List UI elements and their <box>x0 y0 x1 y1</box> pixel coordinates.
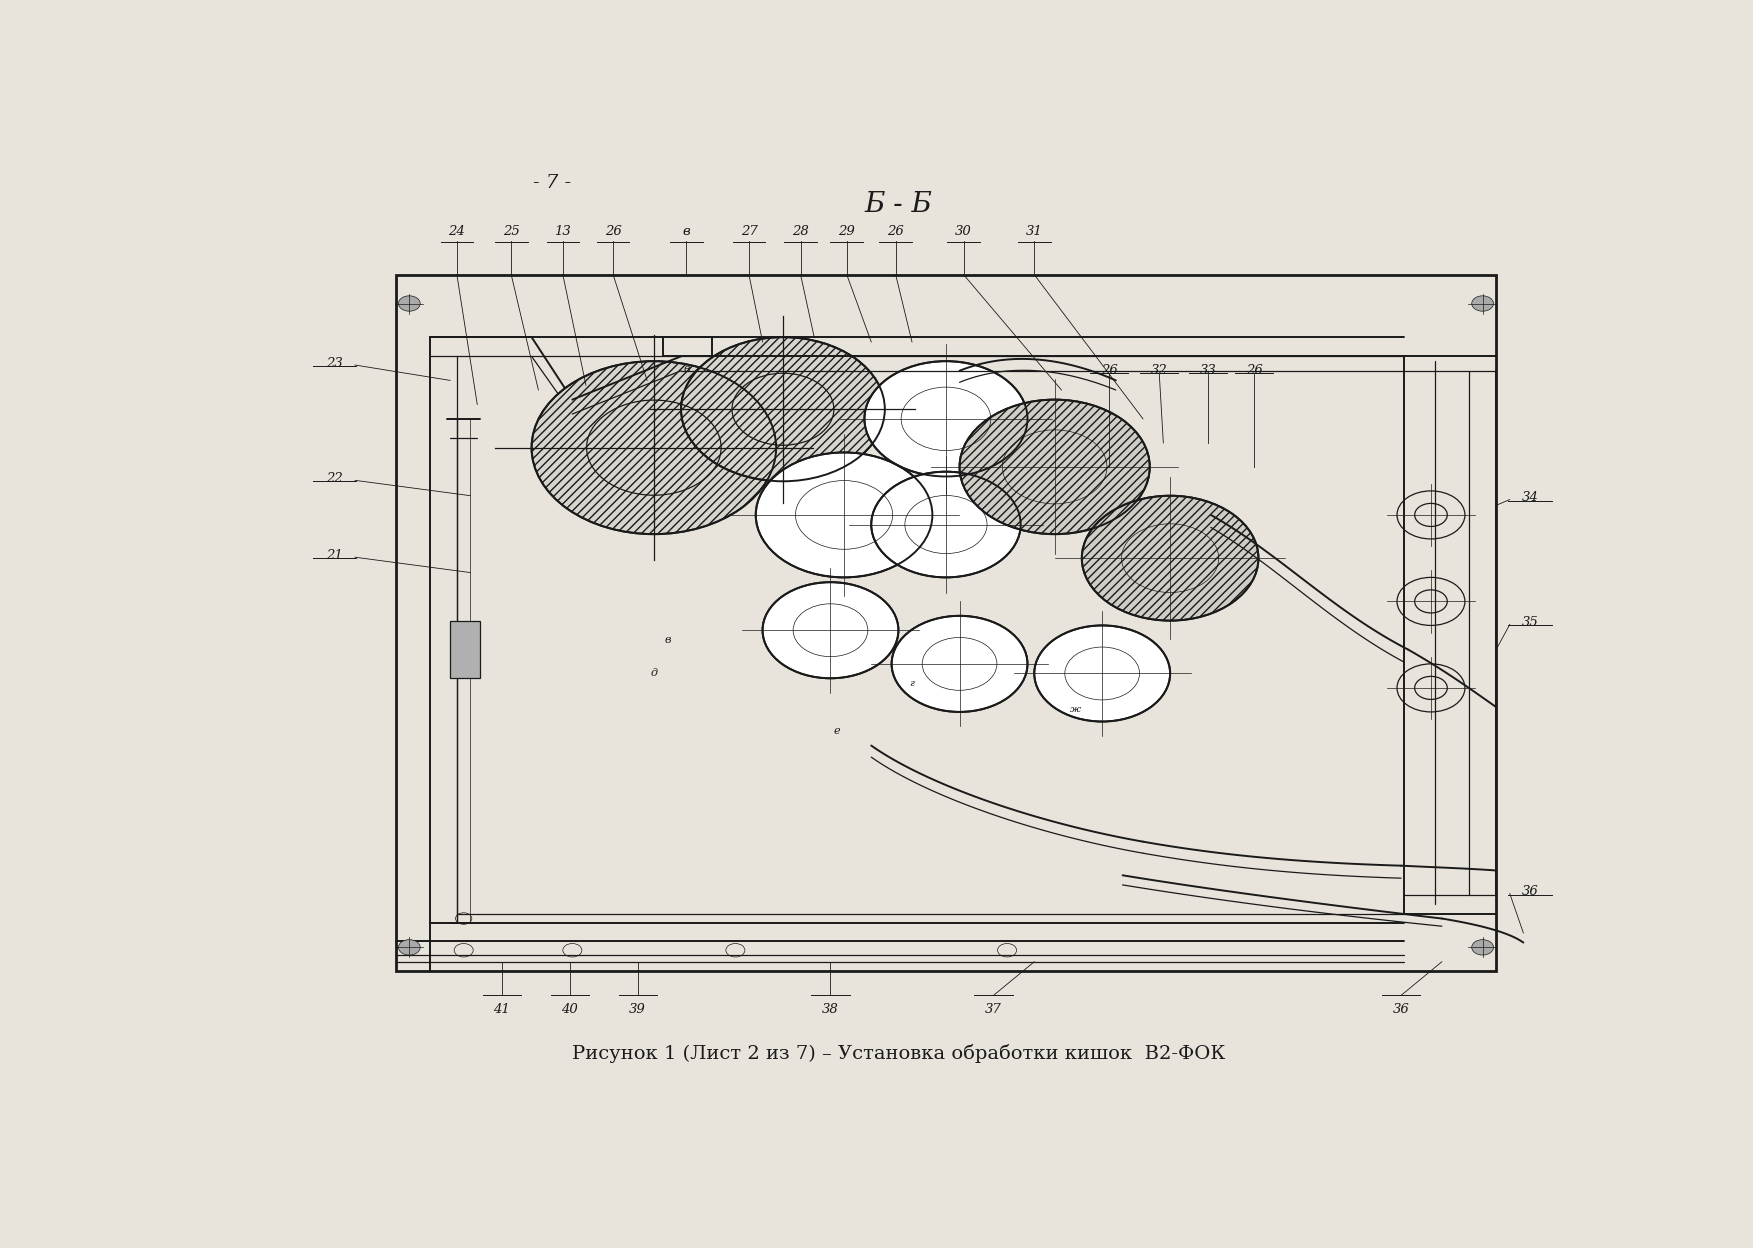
Circle shape <box>892 615 1027 711</box>
Text: 36: 36 <box>1392 1003 1409 1016</box>
Text: в: в <box>664 635 671 645</box>
Bar <box>451 620 480 679</box>
Text: 21: 21 <box>326 549 344 562</box>
Circle shape <box>680 337 885 482</box>
Circle shape <box>531 361 777 534</box>
Text: 32: 32 <box>1152 364 1167 377</box>
Circle shape <box>1034 625 1171 721</box>
Circle shape <box>398 940 421 955</box>
Text: 25: 25 <box>503 225 519 238</box>
Text: в: в <box>684 364 689 374</box>
Text: г: г <box>910 679 915 688</box>
Text: 26: 26 <box>887 225 905 238</box>
Text: 13: 13 <box>554 225 571 238</box>
Text: 30: 30 <box>955 225 971 238</box>
Text: 35: 35 <box>1522 617 1539 629</box>
Circle shape <box>1082 495 1259 620</box>
Text: ж: ж <box>1069 705 1080 714</box>
Text: 28: 28 <box>792 225 808 238</box>
Text: 39: 39 <box>629 1003 645 1016</box>
Circle shape <box>1473 940 1494 955</box>
Text: - 7 -: - 7 - <box>533 175 571 192</box>
Text: 26: 26 <box>1246 364 1262 377</box>
Circle shape <box>959 399 1150 534</box>
Text: 27: 27 <box>740 225 757 238</box>
Text: 29: 29 <box>838 225 855 238</box>
Circle shape <box>398 296 421 311</box>
Text: Рисунок 1 (Лист 2 из 7) – Установка обработки кишок  В2-ФОК: Рисунок 1 (Лист 2 из 7) – Установка обра… <box>571 1043 1225 1062</box>
Text: 24: 24 <box>449 225 465 238</box>
Text: 38: 38 <box>822 1003 840 1016</box>
Text: 40: 40 <box>561 1003 578 1016</box>
Text: д: д <box>650 669 657 679</box>
Text: е: е <box>834 726 841 736</box>
Text: 37: 37 <box>985 1003 1003 1016</box>
Text: 41: 41 <box>493 1003 510 1016</box>
Text: 26: 26 <box>1101 364 1117 377</box>
Text: 33: 33 <box>1199 364 1217 377</box>
Circle shape <box>864 361 1027 477</box>
Circle shape <box>763 582 898 679</box>
Text: 31: 31 <box>1026 225 1043 238</box>
Text: 26: 26 <box>605 225 622 238</box>
Circle shape <box>756 453 933 578</box>
Circle shape <box>1473 296 1494 311</box>
Text: в: в <box>682 225 691 238</box>
Text: 36: 36 <box>1522 885 1539 899</box>
Text: 34: 34 <box>1522 492 1539 504</box>
Text: 23: 23 <box>326 357 344 369</box>
Circle shape <box>871 472 1020 578</box>
Text: Б - Б: Б - Б <box>864 191 933 218</box>
Text: 22: 22 <box>326 472 344 485</box>
